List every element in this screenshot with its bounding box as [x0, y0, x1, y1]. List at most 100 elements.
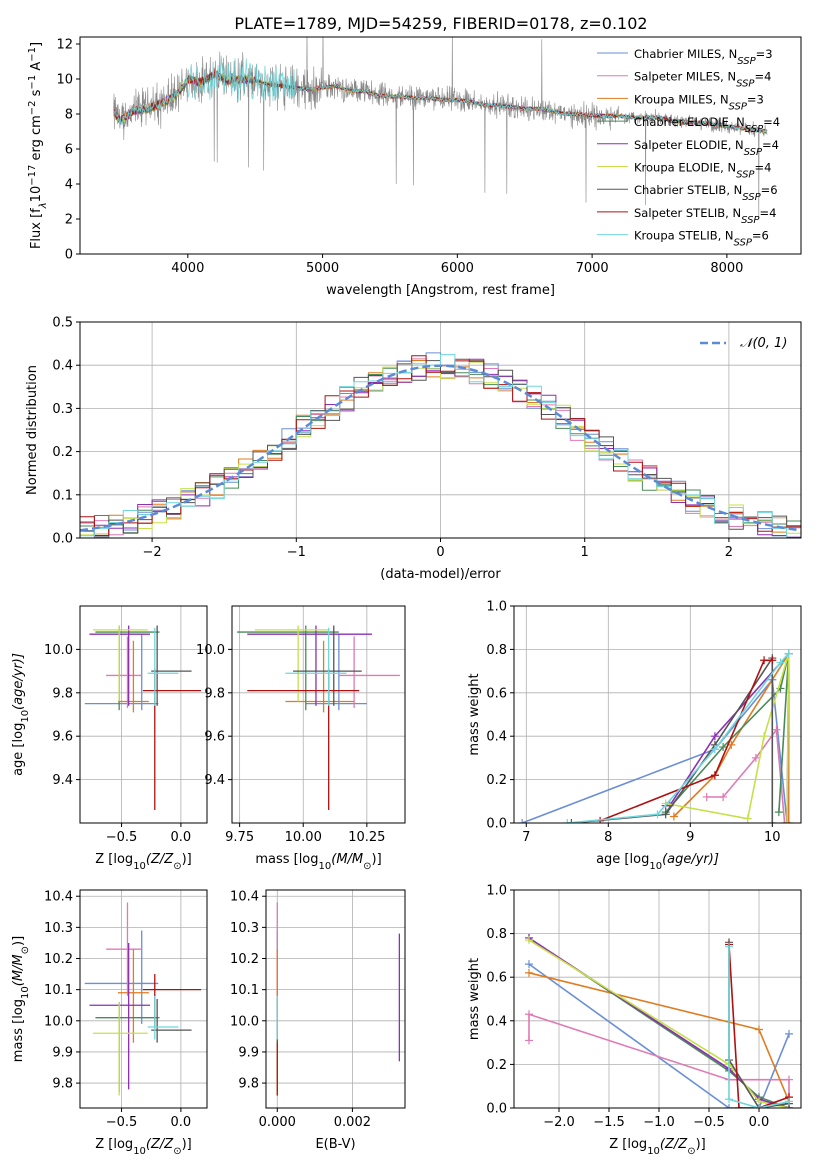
label-part: Flux [f	[29, 208, 44, 249]
legend-label: Chabrier ELODIE, NSSP=4	[634, 115, 780, 135]
label-part: Chabrier MILES, N	[634, 47, 737, 61]
label-part: =4	[763, 115, 780, 129]
y-tick-label: 12	[56, 38, 73, 53]
weight-marker	[751, 753, 760, 762]
axes-frame	[231, 605, 406, 824]
y-tick-label: 9.6	[204, 730, 225, 745]
label-part: E(B-V)	[315, 1137, 355, 1152]
label-part: −1	[27, 75, 38, 90]
y-axis-label: Normed distribution	[25, 365, 40, 495]
label-part: )]	[11, 936, 26, 946]
weight-marker	[719, 743, 728, 752]
weight-marker	[785, 1075, 793, 1084]
label-part: SSP	[729, 101, 748, 112]
x-tick-label: 0	[436, 545, 444, 560]
model-spectrum	[113, 68, 768, 133]
x-tick-label: 2	[725, 545, 733, 560]
label-part: s	[29, 89, 44, 100]
y-tick-label: 10.3	[230, 921, 259, 936]
x-tick-label: 0.000	[259, 1115, 296, 1130]
label-part: SSP	[734, 237, 753, 248]
label-part: ⊙	[20, 946, 31, 954]
label-part: age [log	[596, 852, 649, 867]
weight-marker	[669, 812, 678, 821]
label-part: 10	[319, 861, 332, 872]
label-part: =4	[754, 161, 771, 175]
x-tick-label: −1	[287, 545, 306, 560]
y-axis-label: age [log10(age/yr)]	[11, 653, 31, 776]
y-tick-label: 10.4	[44, 890, 73, 905]
x-axis-label: (data-model)/error	[380, 567, 501, 582]
weight-line	[521, 677, 788, 823]
label-part: SSP	[736, 169, 755, 180]
y-tick-label: 0.2	[52, 445, 73, 460]
y-tick-label: 2	[65, 213, 73, 228]
x-tick-label: 4000	[171, 261, 204, 276]
label-part: Chabrier STELIB, N	[634, 183, 742, 197]
weight-line	[599, 659, 773, 822]
weight-line	[728, 944, 790, 1108]
label-part: ]	[29, 42, 44, 47]
x-tick-label: 5000	[306, 261, 339, 276]
weight-marker	[768, 656, 777, 665]
y-tick-label: 9.9	[52, 1045, 73, 1060]
weight-marker	[783, 819, 792, 823]
y-tick-label: 4	[65, 178, 73, 193]
weight-vs-age-plot-area	[518, 649, 793, 823]
axes-frame	[79, 36, 802, 255]
y-tick-label: 9.8	[52, 686, 73, 701]
label-part: (Z/Z	[660, 1137, 688, 1152]
label-part: SSP	[741, 214, 760, 225]
weight-marker	[743, 814, 752, 823]
y-tick-label: 10	[56, 73, 73, 88]
weight-vs-Z-plot-area	[525, 933, 793, 1108]
y-tick-label: 10.0	[44, 643, 73, 658]
label-part: 10	[647, 1146, 660, 1157]
weight-marker	[567, 819, 576, 823]
y-tick-label: 10.0	[230, 1014, 259, 1029]
label-part: 10	[20, 986, 31, 999]
y-tick-label: 0.5	[52, 316, 73, 331]
y-tick-label: 0.8	[486, 643, 507, 658]
label-part: (age/yr)]	[11, 653, 26, 710]
weight-marker	[719, 792, 728, 801]
axes-frame	[513, 889, 802, 1109]
y-tick-label: 0.3	[52, 402, 73, 417]
label-part: mass weight	[467, 958, 482, 1040]
x-tick-label: 7	[522, 830, 530, 845]
weight-marker	[702, 792, 711, 801]
x-tick-label: 10.25	[348, 830, 385, 845]
weight-marker	[760, 732, 769, 741]
x-tick-label: 0.002	[334, 1115, 371, 1130]
label-part: ⊙	[363, 861, 371, 872]
x-axis-label: Z [log10(Z/Z⊙)]	[609, 1137, 705, 1157]
y-tick-label: 10.1	[44, 983, 73, 998]
label-part: SSP	[737, 56, 756, 67]
x-tick-label: 9	[686, 830, 694, 845]
y-axis-label: Flux [fλ10−17 erg cm−2 s−1 A−1]	[27, 42, 49, 249]
label-part: 10	[649, 861, 662, 872]
label-part: (Z/Z	[146, 852, 174, 867]
x-tick-label: 0.0	[171, 1115, 192, 1130]
x-tick-label: 10	[764, 830, 781, 845]
axes-frame	[513, 605, 802, 824]
y-tick-label: 0.4	[486, 730, 507, 745]
weight-marker	[785, 1097, 793, 1106]
x-axis-label: Z [log10(Z/Z⊙)]	[95, 852, 191, 872]
x-tick-label: −2	[143, 545, 162, 560]
label-part: SSP	[745, 124, 764, 135]
weight-marker	[710, 745, 719, 754]
label-part: −1	[27, 47, 38, 62]
x-tick-label: 0.0	[749, 1115, 770, 1130]
weight-marker	[725, 942, 733, 951]
label-part: age [log	[11, 723, 26, 776]
weight-marker	[710, 771, 719, 780]
y-tick-label: 8	[65, 108, 73, 123]
legend-label: 𝒩(0, 1)	[740, 336, 787, 351]
label-part: Z [log	[95, 852, 133, 867]
mass-vs-ebv-axes: 0.000 0.002 9.8 9.9 10.0 10.1 10.2 10.3 10.4 E(B-…	[230, 889, 406, 1152]
weight-marker	[653, 810, 662, 819]
label-part: mass [log	[11, 999, 26, 1062]
